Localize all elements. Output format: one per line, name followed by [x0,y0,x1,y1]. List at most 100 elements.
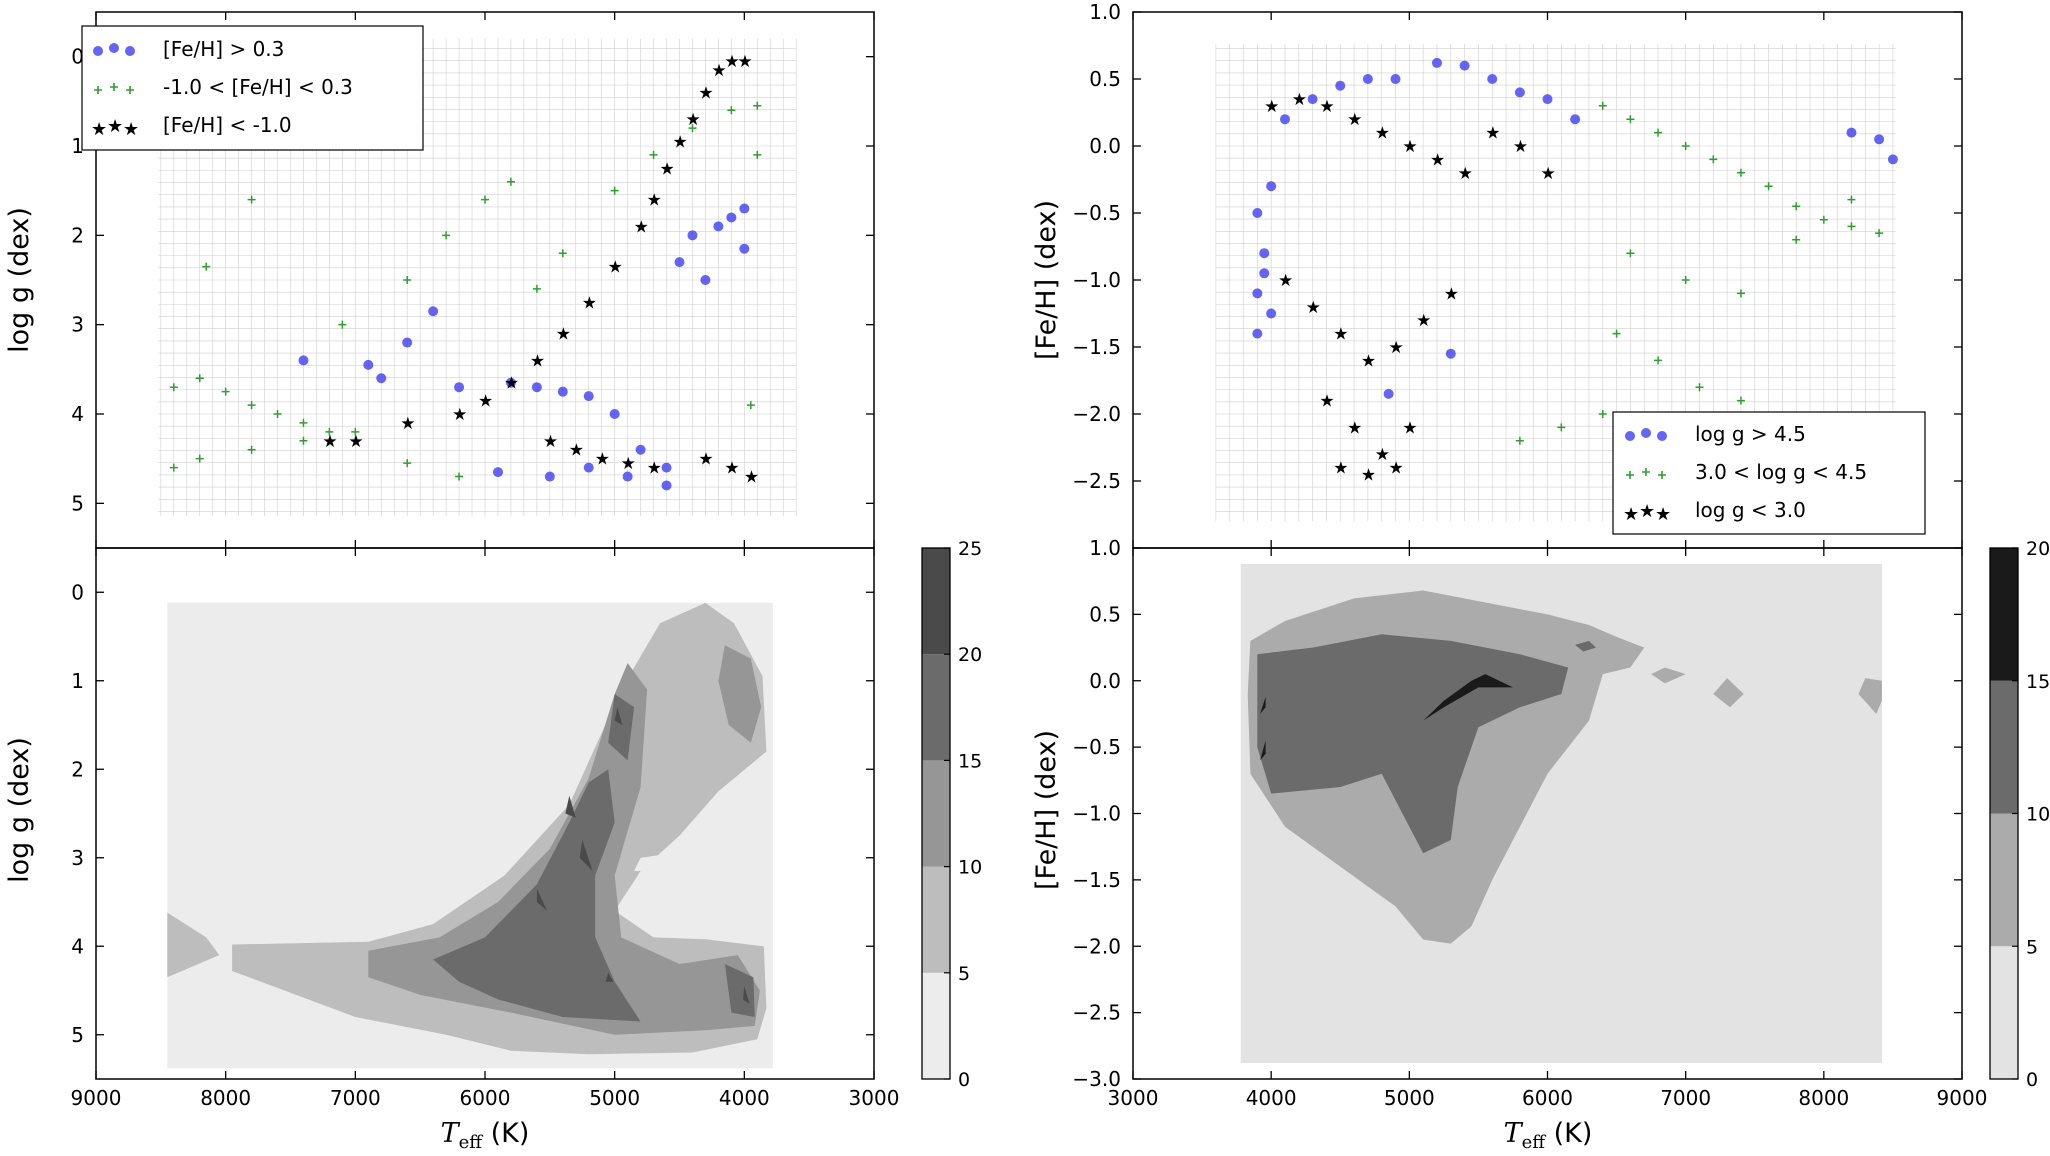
data-point: ★ [1430,150,1445,170]
data-point [402,337,413,348]
colorbar-tick-label: 20 [958,644,982,666]
data-point: ★ [621,454,636,474]
data-point [727,106,736,115]
data-point [481,195,489,204]
colorbar-segment [922,972,950,1079]
data-point [1612,329,1621,338]
data-point: ★ [698,450,713,470]
data-point [1266,181,1277,192]
y-tick-label: 0.0 [1089,134,1121,158]
data-point: ★ [582,293,597,313]
data-point [1598,101,1607,110]
legend-label: -1.0 < [Fe/H] < 0.3 [163,75,353,99]
data-point [1252,328,1263,339]
legend-marker-green [94,83,134,94]
data-point [428,306,439,317]
data-point [1459,60,1470,71]
data-point [195,454,204,463]
data-point [583,462,594,473]
data-point: ★ [478,392,493,412]
colorbar-tick-label: 15 [2026,671,2050,693]
data-point [1792,202,1801,211]
colorbar: 0 5 10 15 20 25 [921,538,982,1091]
legend-box [81,25,424,151]
data-point [1431,57,1442,68]
data-point: ★ [1361,351,1376,371]
contour-region [605,972,614,982]
x-tick-label: 8000 [200,1086,251,1110]
y-tick-label: 3 [71,846,84,870]
data-point: ★ [1319,392,1334,412]
data-point [1819,215,1828,224]
legend: [Fe/H] > 0.3 -1.0 < [Fe/H] < 0.3 ★ ★ ★ [Fe… [81,25,424,151]
data-point: ★ [1402,137,1417,157]
data-point [674,257,685,268]
data-point [746,401,755,410]
data-point [492,467,503,478]
x-axis-title: Teff (K) [441,1118,530,1153]
y-tick-label: −2.0 [1072,934,1121,958]
colorbar-tick-label: 5 [958,963,970,985]
data-point: ★ [1541,164,1556,184]
data-point: ★ [452,405,467,425]
y-axis-title: [Fe/H] (dex) [1031,200,1062,360]
data-point [583,391,594,402]
y-tick-label: 1.0 [1089,0,1121,24]
data-point [1259,248,1270,259]
data-point: ★ [1333,459,1348,479]
data-point: ★ [1485,124,1500,144]
data-point [649,150,658,159]
svg-text:★: ★ [1623,504,1639,525]
y-tick-label: 0 [71,580,84,604]
colorbar-tick-label: 0 [2026,1069,2038,1091]
legend-label: log g > 4.5 [1695,422,1806,446]
data-point: ★ [1278,271,1293,291]
data-point [1515,436,1524,445]
y-tick-label: −2.5 [1072,1001,1121,1025]
y-tick-label: −1.0 [1072,268,1121,292]
contour-region [1260,740,1266,761]
data-point [376,373,387,384]
y-tick-label: 4 [71,934,84,958]
data-point: ★ [647,459,662,479]
data-point [403,276,412,284]
data-point [273,410,282,418]
data-point: ★ [673,133,688,153]
contour-region [167,912,220,978]
data-point: ★ [1416,311,1431,331]
legend: log g > 4.5 3.0 < log g < 4.5 ★ ★ ★ log g … [1612,411,1926,535]
legend-marker-green [1626,468,1666,479]
y-tick-label: 0.5 [1089,602,1121,626]
x-tick-label: 3000 [849,1086,900,1110]
data-point [753,101,762,110]
svg-text:★: ★ [123,119,139,140]
data-point [1681,276,1690,284]
data-point: ★ [400,414,415,434]
data-point [1570,114,1581,125]
data-point [700,275,711,285]
data-point: ★ [634,217,649,237]
x-tick-label: 6000 [1522,1086,1573,1110]
data-point [195,374,204,383]
data-point [688,124,697,133]
data-point: ★ [1306,298,1321,318]
data-point [544,471,555,482]
data-point [1266,308,1277,319]
data-point [1307,94,1318,105]
y-tick-label: 5 [71,1023,84,1047]
colorbar-segment [922,548,950,655]
y-tick-label: 1 [71,669,84,693]
data-point [1598,410,1607,418]
data-point [532,284,541,293]
contour-region [565,795,576,818]
contour-region [433,769,641,1022]
colorbar-tick-label: 20 [2026,538,2050,560]
data-point [1259,268,1270,279]
data-point [1626,249,1635,258]
colorbar-tick-label: 25 [958,538,982,560]
data-point [1362,74,1373,84]
data-point: ★ [1389,338,1404,358]
data-point [557,386,568,397]
